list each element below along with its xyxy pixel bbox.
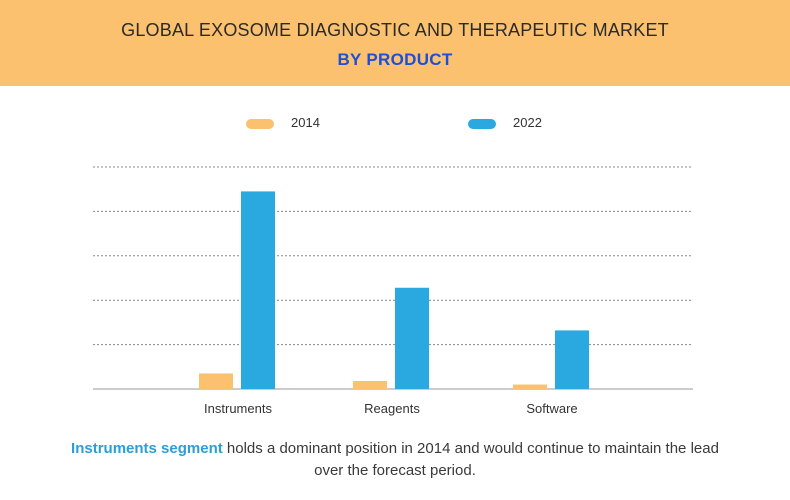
legend-swatch-2014 <box>246 119 274 129</box>
x-tick-label: Reagents <box>364 401 420 416</box>
bar-reagents-2022 <box>395 287 429 389</box>
footer-note: Instruments segment holds a dominant pos… <box>60 438 730 482</box>
legend-label-2022: 2022 <box>513 115 542 130</box>
bar-software-2022 <box>555 330 589 389</box>
chart-title: GLOBAL EXOSOME DIAGNOSTIC AND THERAPEUTI… <box>121 20 669 40</box>
x-tick-label: Software <box>526 401 577 416</box>
bar-chart: Instruments Reagents Software <box>93 166 693 416</box>
header-banner: GLOBAL EXOSOME DIAGNOSTIC AND THERAPEUTI… <box>0 0 790 86</box>
x-tick-label: Instruments <box>204 401 272 416</box>
bar-software-2014 <box>513 384 547 389</box>
chart-subtitle: BY PRODUCT <box>337 50 453 69</box>
footer-text: holds a dominant position in 2014 and wo… <box>222 440 719 479</box>
footer-highlight: Instruments segment <box>71 440 223 457</box>
legend-label-2014: 2014 <box>291 115 320 130</box>
legend-swatch-2022 <box>468 119 496 129</box>
bar-instruments-2014 <box>199 373 233 389</box>
bar-instruments-2022 <box>241 191 275 389</box>
bar-reagents-2014 <box>353 381 387 389</box>
